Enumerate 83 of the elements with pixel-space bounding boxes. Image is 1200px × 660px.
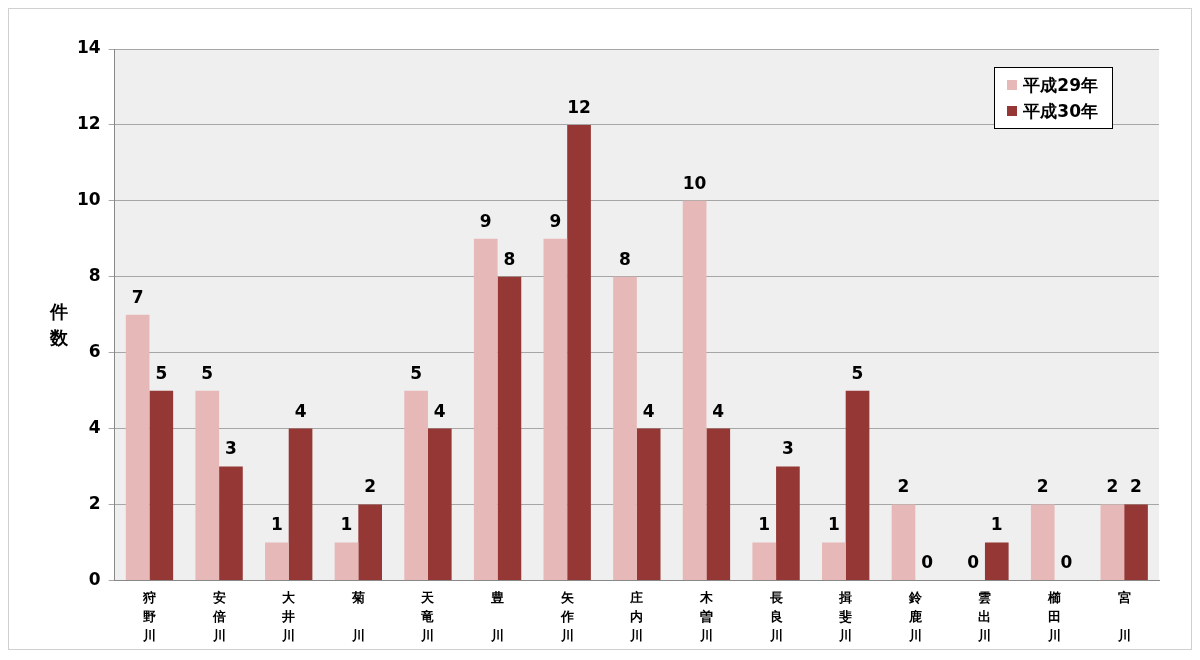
- x-tick-label: 鈴鹿川: [907, 590, 923, 643]
- data-label: 2: [897, 476, 910, 497]
- x-tick-label: 雲出川: [977, 590, 992, 643]
- x-tick-label: 揖斐川: [838, 590, 853, 643]
- bar: [567, 124, 591, 580]
- data-label: 5: [201, 362, 214, 383]
- bar: [1030, 504, 1055, 580]
- bar: [219, 466, 243, 580]
- data-label: 9: [549, 210, 562, 231]
- data-label: 2: [1036, 476, 1049, 497]
- data-label: 4: [294, 400, 307, 421]
- bar: [845, 390, 870, 580]
- data-label: 5: [410, 362, 423, 383]
- data-label: 12: [567, 96, 591, 117]
- bar: [984, 542, 1009, 580]
- bar: [822, 542, 846, 580]
- data-label: 8: [619, 248, 631, 269]
- data-label: 0: [967, 552, 980, 573]
- bar: [891, 504, 916, 580]
- category-label: 豊川: [491, 590, 505, 643]
- data-label: 3: [781, 438, 794, 459]
- bar: [427, 428, 452, 580]
- x-tick-label: 庄内川: [629, 590, 644, 643]
- data-label: 4: [712, 400, 725, 421]
- bar: [706, 428, 731, 580]
- bar: [149, 390, 174, 580]
- category-label: 菊川: [351, 590, 365, 643]
- category-label: 宮川: [1117, 590, 1131, 643]
- bar: [358, 504, 383, 580]
- data-label: 5: [155, 362, 168, 383]
- y-tick-label: 0: [88, 568, 101, 589]
- x-tick-label: 矢作川: [559, 590, 575, 643]
- data-label: 1: [270, 514, 283, 535]
- y-tick-label: 12: [76, 113, 101, 134]
- bar: [682, 200, 707, 580]
- data-label: 10: [682, 172, 707, 193]
- y-tick-label: 6: [88, 341, 101, 362]
- data-label: 0: [1060, 552, 1073, 573]
- x-tick-label: 大井川: [281, 590, 297, 643]
- y-tick-label: 4: [88, 417, 101, 438]
- data-label: 1: [990, 514, 1003, 535]
- y-axis-title: 件数: [49, 300, 69, 350]
- legend-label: 平成29年: [1023, 74, 1098, 97]
- data-label: 2: [364, 476, 377, 497]
- bar: [404, 390, 428, 580]
- bar: [543, 238, 568, 580]
- data-label: 1: [827, 514, 840, 535]
- x-tick-label: 安倍川: [211, 590, 226, 643]
- data-label: 7: [131, 286, 144, 307]
- legend-label: 平成30年: [1023, 100, 1098, 123]
- data-label: 9: [479, 210, 492, 231]
- bar: [473, 238, 498, 580]
- bar: [752, 542, 777, 580]
- data-label: 1: [340, 514, 353, 535]
- x-tick-label: 天竜川: [420, 590, 436, 643]
- bar: [776, 466, 800, 580]
- data-label: 2: [1130, 476, 1142, 497]
- bar: [288, 428, 313, 580]
- bar: [125, 314, 150, 580]
- data-label: 4: [433, 400, 446, 421]
- x-tick-label: 狩野川: [141, 590, 156, 643]
- data-label: 0: [921, 552, 934, 573]
- bar: [334, 542, 359, 580]
- data-label: 8: [503, 248, 516, 269]
- y-tick-label: 10: [76, 189, 101, 210]
- y-tick-label: 14: [76, 37, 101, 58]
- bar: [1124, 504, 1148, 580]
- data-label: 2: [1106, 476, 1119, 497]
- data-label: 1: [758, 514, 771, 535]
- bar: [1100, 504, 1125, 580]
- data-label: 5: [851, 362, 864, 383]
- x-tick-label: 櫛田川: [1047, 590, 1062, 643]
- data-label: 4: [642, 400, 655, 421]
- bar: [265, 542, 289, 580]
- bar: [497, 276, 522, 580]
- y-tick-label: 8: [88, 265, 101, 286]
- bar: [636, 428, 661, 580]
- bar: [195, 390, 220, 580]
- x-tick-label: 長良川: [768, 590, 783, 643]
- y-tick-label: 2: [88, 492, 101, 513]
- x-tick-label: 木曽川: [698, 590, 714, 643]
- data-label: 3: [225, 438, 237, 459]
- bar: [613, 276, 637, 580]
